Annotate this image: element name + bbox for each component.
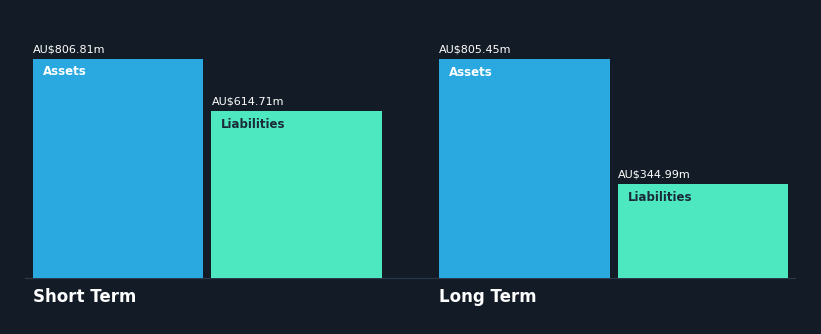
Text: Liabilities: Liabilities <box>221 118 286 131</box>
Text: Long Term: Long Term <box>439 289 537 307</box>
Text: AU$805.45m: AU$805.45m <box>439 45 511 55</box>
Text: Assets: Assets <box>449 66 493 79</box>
Text: AU$806.81m: AU$806.81m <box>33 45 105 55</box>
Text: AU$614.71m: AU$614.71m <box>212 97 284 107</box>
Text: Short Term: Short Term <box>33 289 136 307</box>
Bar <box>33 59 204 278</box>
Bar <box>439 59 609 278</box>
Bar <box>617 184 788 278</box>
Bar <box>212 111 382 278</box>
Text: Assets: Assets <box>43 65 86 78</box>
Text: AU$344.99m: AU$344.99m <box>617 170 690 180</box>
Text: Liabilities: Liabilities <box>627 191 692 204</box>
